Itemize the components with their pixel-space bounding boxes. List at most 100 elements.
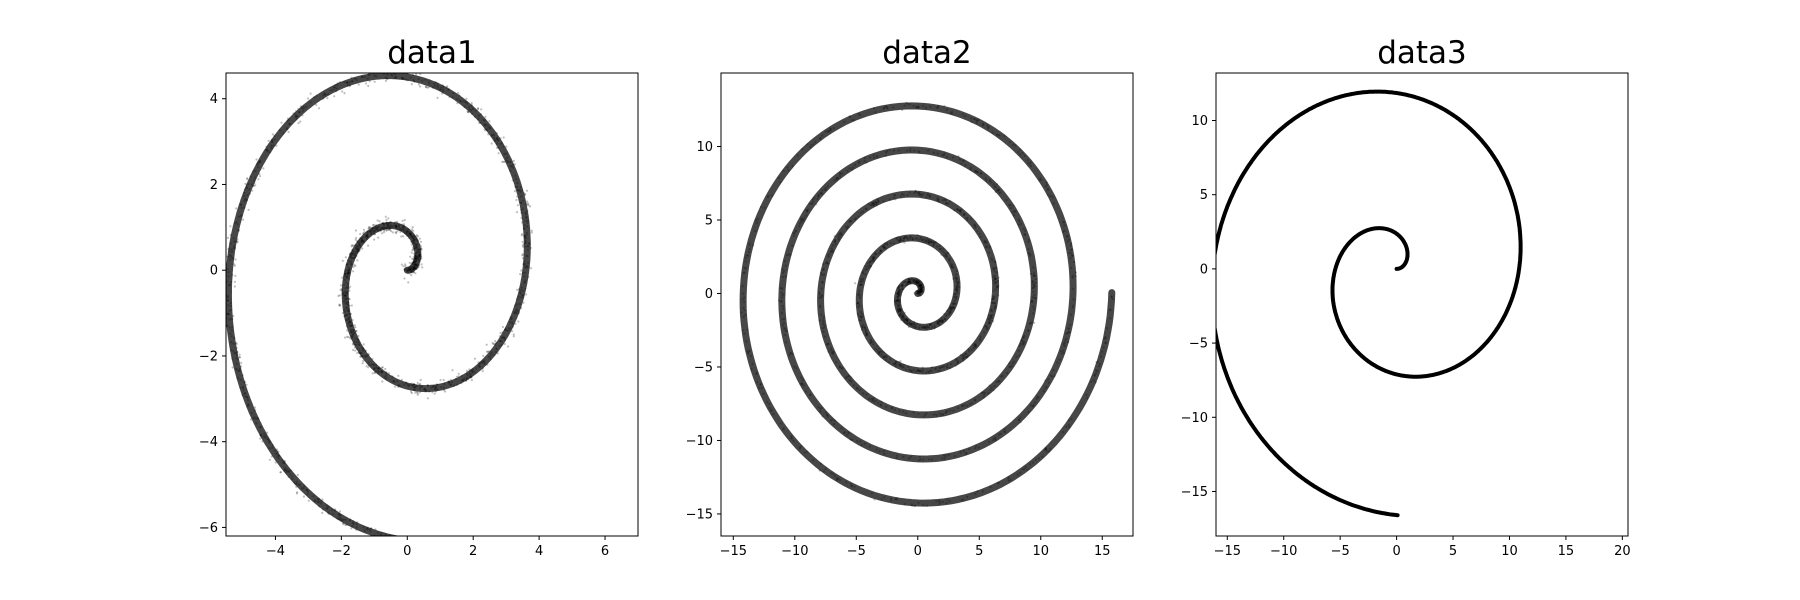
data-point xyxy=(946,409,949,413)
data-point xyxy=(941,365,944,368)
data-point xyxy=(918,289,921,292)
data-point xyxy=(331,89,334,92)
data-point xyxy=(413,260,416,263)
data-point xyxy=(928,458,931,461)
data-point xyxy=(922,237,925,240)
data-point xyxy=(362,228,366,231)
data-point xyxy=(409,269,412,272)
y-tick-label: 4 xyxy=(210,92,218,107)
data-point xyxy=(912,322,915,325)
data-point xyxy=(276,450,279,453)
data-point xyxy=(525,200,529,203)
data-point xyxy=(501,160,504,163)
data-point xyxy=(909,147,912,150)
data-point xyxy=(410,251,413,254)
data-point xyxy=(343,283,346,286)
data-point xyxy=(1017,418,1020,421)
data-point xyxy=(876,204,879,207)
data-point xyxy=(919,288,923,291)
data-point xyxy=(410,266,413,269)
data-point xyxy=(299,120,302,123)
data-point xyxy=(524,236,527,240)
data-point xyxy=(850,484,853,487)
data-point xyxy=(922,458,925,461)
data-point xyxy=(938,323,941,326)
data-point xyxy=(910,503,913,506)
data-point xyxy=(1046,187,1049,190)
data-point xyxy=(515,303,518,306)
data-point xyxy=(418,387,421,390)
data-point xyxy=(792,439,795,442)
panel-title: data1 xyxy=(387,35,477,71)
data-point xyxy=(484,129,487,132)
data-point xyxy=(982,396,985,399)
data-point xyxy=(868,261,871,264)
data-point xyxy=(528,242,531,245)
data-point xyxy=(832,127,835,130)
data-point xyxy=(919,284,922,287)
data-point xyxy=(296,473,299,476)
data-point xyxy=(309,92,312,95)
data-point xyxy=(351,336,354,339)
data-point xyxy=(347,312,351,315)
data-point xyxy=(768,402,771,406)
data-point xyxy=(1023,233,1026,236)
data-point xyxy=(1073,260,1076,264)
data-point xyxy=(864,207,867,210)
data-point xyxy=(826,413,829,416)
data-point xyxy=(1069,244,1072,247)
data-point xyxy=(1009,206,1013,210)
data-point xyxy=(399,230,402,233)
data-point xyxy=(959,353,963,356)
data-point xyxy=(852,119,856,122)
data-point xyxy=(993,185,996,188)
data-point xyxy=(436,86,440,89)
data-point xyxy=(228,253,232,257)
data-point xyxy=(414,247,417,250)
data-point xyxy=(994,436,997,439)
data-point xyxy=(786,166,789,169)
data-point xyxy=(861,270,865,273)
data-point xyxy=(895,498,898,501)
data-point xyxy=(814,140,817,144)
data-point xyxy=(916,290,920,293)
data-point xyxy=(827,130,830,133)
data-point xyxy=(445,86,448,89)
data-point xyxy=(833,235,836,238)
data-point xyxy=(920,289,923,292)
data-point xyxy=(992,301,995,304)
data-point xyxy=(963,213,966,216)
data-point xyxy=(1096,369,1099,372)
data-point xyxy=(865,393,868,396)
data-point xyxy=(923,326,926,329)
data-point xyxy=(407,266,410,269)
data-point xyxy=(350,527,353,530)
data-point xyxy=(482,119,485,122)
data-point xyxy=(1067,331,1070,334)
data-point xyxy=(933,326,936,329)
data-point xyxy=(897,309,900,312)
data-point xyxy=(843,120,846,123)
data-point xyxy=(1104,341,1107,344)
data-point xyxy=(1032,283,1035,286)
data-point xyxy=(912,280,915,283)
data-point xyxy=(235,341,238,344)
data-point xyxy=(956,285,959,288)
data-point xyxy=(989,314,992,317)
data-point xyxy=(345,319,348,322)
data-point xyxy=(943,457,946,460)
data-point xyxy=(350,76,353,79)
data-point xyxy=(259,426,262,429)
data-point xyxy=(521,253,524,256)
data-point xyxy=(878,252,881,255)
data-point xyxy=(403,225,406,228)
data-point xyxy=(383,229,386,232)
data-point xyxy=(468,105,471,108)
data-point xyxy=(467,111,470,114)
data-point xyxy=(226,299,229,302)
data-point xyxy=(317,497,320,501)
data-point xyxy=(414,267,418,271)
data-point xyxy=(366,234,369,237)
data-point xyxy=(1030,404,1033,407)
data-point xyxy=(230,255,233,258)
